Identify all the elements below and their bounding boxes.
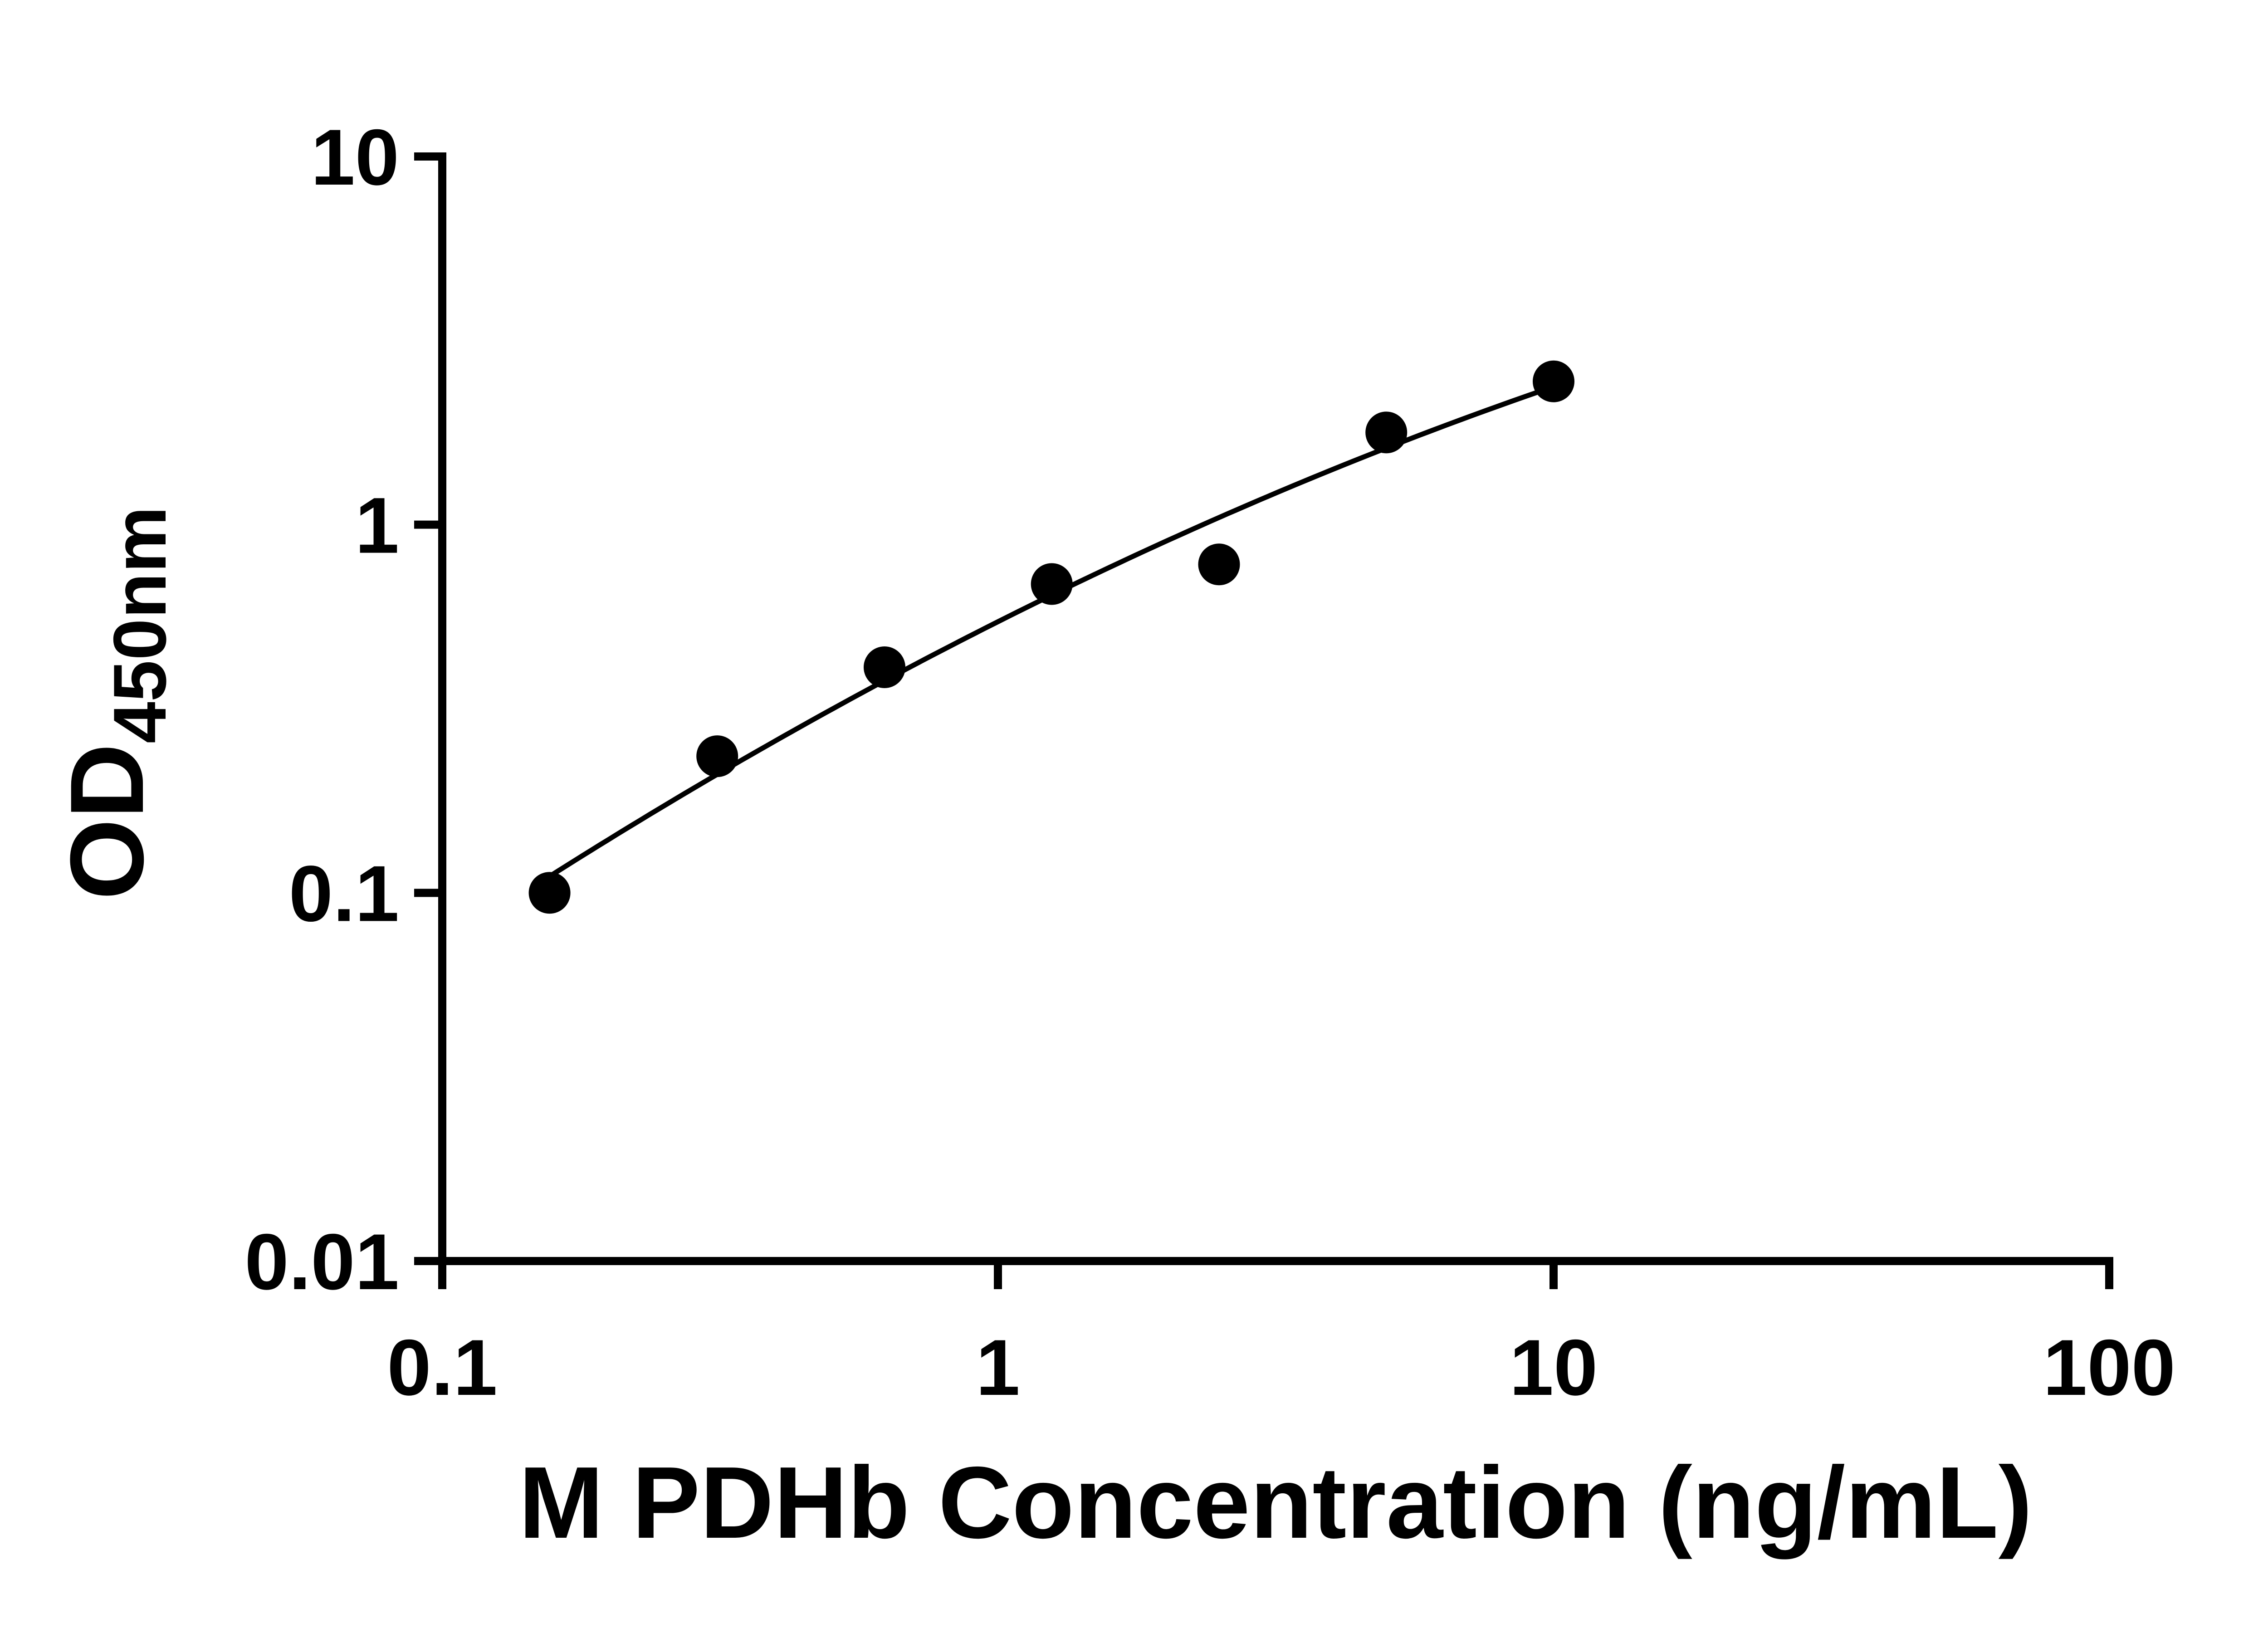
y-tick-label: 10 [311, 113, 399, 202]
data-point [1031, 563, 1073, 605]
data-point [528, 872, 571, 914]
data-point [696, 735, 738, 777]
y-tick-label: 0.1 [289, 850, 399, 938]
data-series-layer [528, 360, 1574, 914]
y-axis-title-subscript: 450nm [98, 506, 181, 743]
y-axis-title: OD450nm [49, 506, 181, 900]
x-axis-title: M PDHb Concentration (ng/mL) [518, 1445, 2032, 1560]
x-tick-label: 0.1 [387, 1324, 497, 1412]
x-tick-label: 10 [1510, 1324, 1598, 1412]
data-point [1365, 411, 1408, 454]
data-point [1533, 360, 1574, 402]
trend-line [548, 384, 1554, 879]
y-axis-title-main: OD [49, 743, 165, 900]
x-tick-label: 100 [2043, 1324, 2175, 1412]
y-tick-label: 0.01 [244, 1218, 399, 1306]
data-point [864, 646, 905, 688]
x-tick-label: 1 [976, 1324, 1020, 1412]
y-tick-label: 1 [355, 482, 399, 570]
data-point [1198, 543, 1240, 586]
axes-layer: 0.1 1 10 100 0.01 0.1 1 10 [244, 113, 2175, 1412]
